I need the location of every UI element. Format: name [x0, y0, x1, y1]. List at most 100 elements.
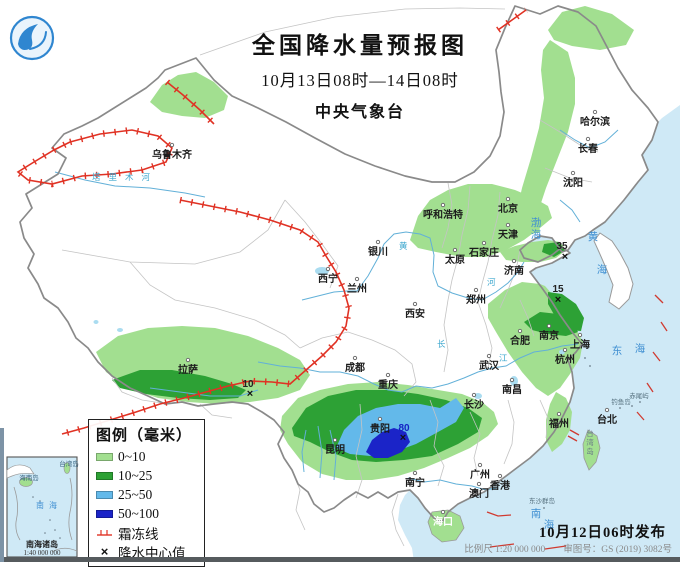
- city-dot: [412, 301, 418, 307]
- city-label: 拉萨: [178, 363, 198, 376]
- cma-logo-icon: [9, 15, 55, 61]
- legend-title: 图例（毫米）: [96, 428, 193, 444]
- city-dot: [440, 509, 446, 515]
- city: 兰州: [347, 276, 367, 295]
- precip-center-markers: 35×15×10×80×: [242, 241, 568, 444]
- inset-hainan-label: 海南岛: [19, 473, 39, 482]
- city: 澳门: [469, 481, 489, 500]
- city-dot: [604, 407, 610, 413]
- korea-peninsula: [593, 232, 634, 310]
- city-label: 广州: [470, 468, 490, 481]
- city-dot: [505, 222, 511, 228]
- legend-item-0-10: 0~10: [96, 447, 197, 466]
- window-edge-bottom: [0, 557, 680, 562]
- city: 长春: [578, 136, 598, 155]
- agency-name: 中央气象台: [314, 104, 405, 121]
- city: 杭州: [555, 347, 575, 366]
- city-dot: [517, 328, 523, 334]
- city-label: 天津: [498, 228, 518, 241]
- city-dot: [325, 266, 331, 272]
- taiwan-island: [582, 429, 601, 471]
- city: 西安: [405, 301, 425, 320]
- city-dot: [377, 416, 383, 422]
- river-label: 塔里木河: [92, 172, 158, 182]
- inset-sea-label: 南海: [36, 500, 62, 510]
- city-label: 北京: [498, 202, 518, 215]
- city-dot: [585, 136, 591, 142]
- approval-number: 审图号：GS (2019) 3082号: [563, 545, 672, 555]
- city-dot: [546, 323, 552, 329]
- city-dot: [497, 473, 503, 479]
- city-dot: [481, 240, 487, 246]
- sea-label: 南: [531, 507, 544, 520]
- city-label: 沈阳: [563, 176, 583, 189]
- precip-center-cross-icon: ×: [555, 294, 561, 306]
- sea-label: 渤海: [531, 216, 544, 241]
- inset-caption: 南海诸岛: [26, 539, 58, 549]
- legend-swatch-25-50: [96, 490, 113, 499]
- precip-center: 15×: [552, 284, 564, 306]
- island-dots: [543, 357, 641, 509]
- city: 合肥: [509, 328, 530, 347]
- legend-item-10-25: 10~25: [96, 466, 197, 485]
- city: 昆明: [325, 437, 345, 456]
- footnotes: 比例尺 1:20 000 000 审图号：GS (2019) 3082号: [464, 541, 672, 555]
- city-label: 石家庄: [468, 246, 499, 259]
- lakes: [93, 267, 565, 399]
- city-label: 兰州: [347, 282, 367, 295]
- sea-label: 海: [544, 518, 557, 531]
- city: 郑州: [466, 287, 486, 306]
- city-dot: [471, 392, 477, 398]
- city-dot: [577, 332, 583, 338]
- city: 北京: [498, 196, 518, 215]
- city-dot: [169, 142, 175, 148]
- precip-center-value: 80: [398, 423, 410, 434]
- sea-label: 海: [635, 342, 648, 355]
- city: 台北: [597, 407, 617, 426]
- precip-center-value: 15: [552, 284, 564, 295]
- precip-center-value: 10: [242, 379, 254, 390]
- river-label: 长: [437, 339, 446, 349]
- city-label: 澳门: [469, 487, 489, 500]
- city: 哈尔滨: [580, 109, 610, 128]
- sea-label: 黄: [588, 230, 601, 243]
- city-dot: [476, 481, 482, 487]
- city-dot: [452, 247, 458, 253]
- city: 南京: [539, 323, 559, 342]
- inset-taiwan-label: 台湾岛: [59, 459, 79, 468]
- frost-line-icon: [97, 529, 112, 536]
- city: 贵阳: [370, 416, 390, 435]
- legend-label-center: 降水中心值: [118, 545, 186, 561]
- sea-label: 东: [612, 344, 625, 357]
- city-label: 海口: [433, 515, 453, 528]
- legend-item-center: × 降水中心值: [96, 542, 197, 561]
- city: 济南: [504, 258, 524, 277]
- city-label: 济南: [504, 264, 524, 277]
- city: 西宁: [318, 266, 338, 285]
- island-label: 赤尾屿: [629, 391, 649, 400]
- city-label: 合肥: [509, 334, 530, 347]
- hainan-island: [427, 509, 465, 543]
- center-value-icon: ×: [100, 544, 109, 559]
- title-block: 全国降水量预报图 10月13日08时—14日08时 中央气象台: [40, 26, 680, 122]
- island-label: 东沙群岛: [529, 496, 555, 505]
- precip-areas-25-50: [336, 398, 464, 456]
- city-label: 哈尔滨: [580, 115, 610, 128]
- precip-center-cross-icon: ×: [400, 432, 406, 444]
- city-label: 台北: [597, 413, 617, 426]
- legend-label-frost: 霜冻线: [118, 526, 159, 542]
- city-label: 南昌: [502, 383, 522, 396]
- city: 成都: [345, 355, 365, 374]
- river-label: 黄: [399, 241, 408, 251]
- legend-item-25-50: 25~50: [96, 485, 197, 504]
- city-dot: [562, 347, 568, 353]
- legend-label-50-100: 50~100: [118, 505, 160, 521]
- legend-label-10-25: 10~25: [118, 467, 153, 483]
- window-edge-left: [0, 428, 4, 562]
- city-label: 贵阳: [370, 422, 390, 435]
- sea-label: 海: [597, 263, 610, 276]
- city-dot: [556, 411, 562, 417]
